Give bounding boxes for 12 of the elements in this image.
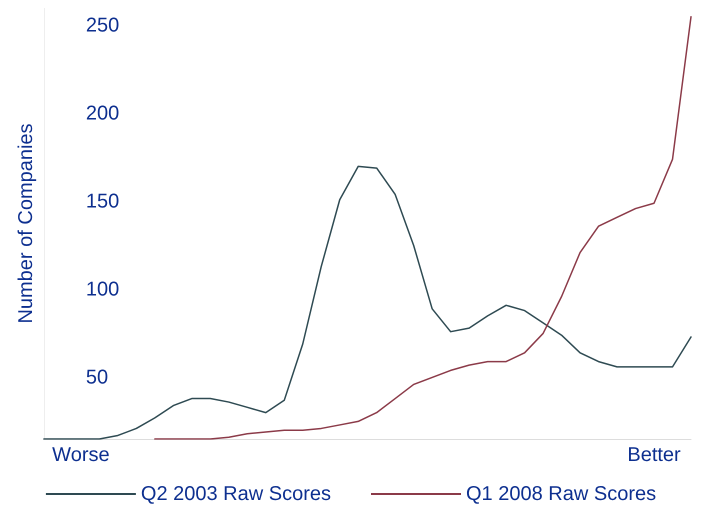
y-tick-label: 100 — [86, 278, 120, 300]
x-tick-label: Better — [627, 444, 682, 466]
y-tick-label: 200 — [86, 102, 120, 125]
y-tick-label: 250 — [86, 14, 120, 37]
legend-label: Q1 2008 Raw Scores — [466, 483, 656, 505]
line-series — [43, 166, 692, 440]
line-series — [154, 16, 692, 440]
y-axis-title: Number of Companies — [15, 123, 37, 324]
x-tick-label: Worse — [52, 444, 110, 466]
y-tick-label: 150 — [86, 190, 120, 213]
legend-label: Q2 2003 Raw Scores — [140, 483, 332, 505]
y-tick-label: 50 — [86, 366, 108, 388]
